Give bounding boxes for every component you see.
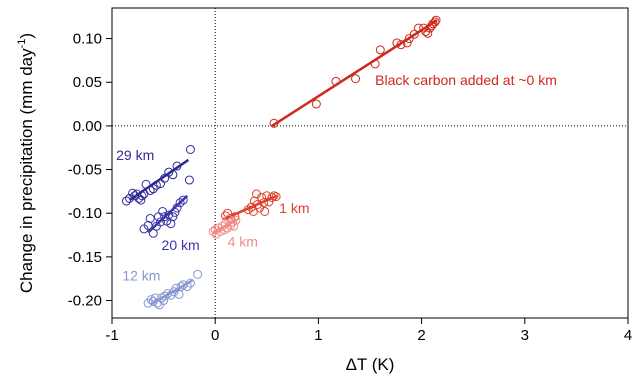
- series-group: [269, 15, 441, 128]
- y-tick-label: 0.05: [73, 74, 102, 91]
- series-group: [121, 144, 195, 206]
- y-tick-label: 0.10: [73, 31, 102, 48]
- data-point: [178, 195, 188, 205]
- x-axis-label: ΔT (K): [346, 355, 395, 374]
- x-tick-label: 3: [521, 327, 529, 344]
- data-point: [404, 34, 414, 44]
- x-tick-label: -1: [105, 327, 118, 344]
- y-axis-label-main: Change in precipitation (mm day: [17, 48, 36, 293]
- series-group: [221, 189, 281, 223]
- data-point: [193, 269, 203, 279]
- x-tick-label: 4: [624, 327, 632, 344]
- data-point: [231, 215, 241, 225]
- fit-line: [147, 194, 189, 234]
- data-point: [168, 212, 178, 222]
- y-tick-label: 0.00: [73, 118, 102, 135]
- series-labels: Black carbon added at ~0 km 1 km 4 km 29 km…: [116, 72, 557, 284]
- y-tick-label: -0.05: [68, 162, 102, 179]
- series-label: 4 km: [228, 233, 258, 249]
- y-axis-label-superscript: -1: [16, 39, 28, 49]
- series-group: [208, 214, 241, 239]
- data-point: [160, 291, 170, 301]
- series-label: 1 km: [279, 200, 309, 216]
- fit-line: [222, 194, 278, 221]
- plot-frame: [111, 7, 629, 319]
- data-point: [145, 213, 155, 223]
- data-point: [311, 99, 321, 109]
- y-tick-label: -0.15: [68, 249, 102, 266]
- data-point: [375, 45, 385, 55]
- series-label: 29 km: [116, 147, 154, 163]
- fit-line: [212, 219, 237, 235]
- data-point: [260, 206, 270, 216]
- y-axis-label: Change in precipitation (mm day-1): [16, 33, 36, 293]
- y-tick-label: -0.20: [68, 293, 102, 310]
- data-point: [176, 282, 186, 292]
- fit-line: [271, 19, 438, 127]
- y-axis-label-close: ): [17, 33, 36, 39]
- data-point: [175, 198, 185, 208]
- x-tick-label: 0: [211, 327, 219, 344]
- series-label: 20 km: [162, 237, 200, 253]
- x-tick-label: 2: [417, 327, 425, 344]
- data-point: [132, 189, 142, 199]
- data-point: [166, 219, 176, 229]
- data-point: [164, 210, 174, 220]
- series-group: [143, 269, 203, 310]
- data-point: [185, 144, 195, 154]
- data-point: [351, 74, 361, 84]
- data-point: [431, 15, 441, 25]
- data-point: [423, 28, 433, 38]
- series-label: Black carbon added at ~0 km: [375, 72, 557, 88]
- data-point: [158, 206, 168, 216]
- y-tick-label: -0.10: [68, 205, 102, 222]
- x-tick-label: 1: [314, 327, 322, 344]
- fit-line: [150, 279, 194, 306]
- data-series: [121, 15, 441, 310]
- data-point: [409, 29, 419, 39]
- fit-line: [128, 158, 190, 202]
- data-point: [184, 175, 194, 185]
- series-label: 12 km: [122, 267, 160, 283]
- x-axis-ticks: -1 0 1 2 3 4: [105, 318, 632, 344]
- series-group: [139, 194, 189, 238]
- y-axis-ticks: 0.10 0.05 0.00 -0.05 -0.10 -0.15 -0.20: [68, 31, 112, 310]
- data-point: [430, 17, 440, 27]
